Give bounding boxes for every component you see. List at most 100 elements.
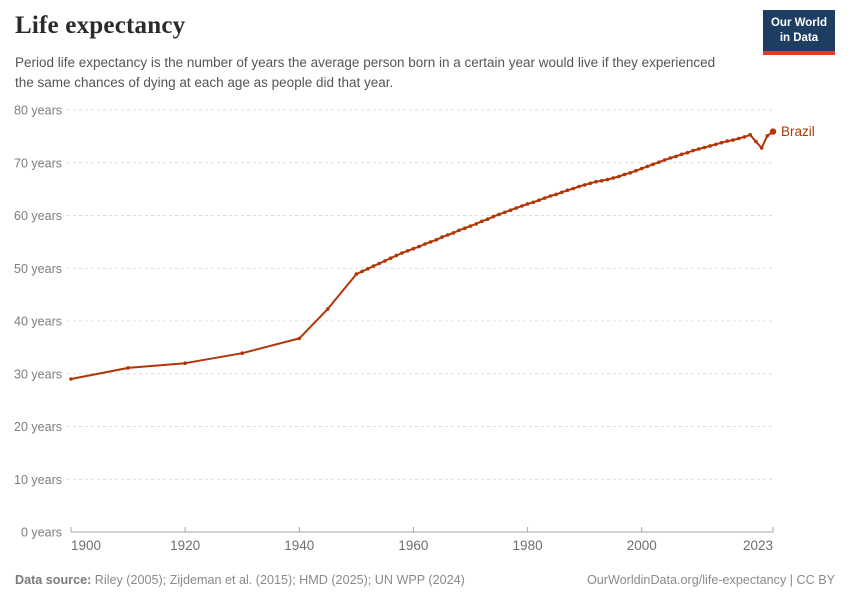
data-point (326, 307, 330, 311)
y-axis-tick-label: 10 years (14, 473, 62, 487)
data-point (565, 188, 570, 192)
data-point (377, 261, 382, 266)
data-source-label: Data source: (15, 573, 92, 587)
data-point (468, 224, 473, 228)
y-axis-tick-label: 40 years (14, 315, 62, 329)
series-line-brazil (70, 130, 774, 380)
x-axis-tick-label: 1980 (513, 538, 543, 553)
data-point (537, 198, 541, 202)
data-point (617, 174, 621, 179)
y-axis-tick-label: 70 years (14, 156, 62, 170)
data-point (394, 253, 399, 258)
data-point (463, 226, 467, 230)
series-label: Brazil (781, 124, 815, 139)
x-axis-tick-label: 2023 (743, 538, 773, 553)
data-point (628, 171, 633, 175)
data-point (697, 147, 701, 151)
data-point (651, 162, 655, 167)
owid-logo-line1: Our World (770, 17, 827, 29)
data-point (674, 154, 678, 159)
data-point (480, 219, 484, 224)
data-point (548, 194, 553, 198)
y-axis-tick-label: 30 years (14, 367, 62, 381)
y-axis-tick-label: 20 years (14, 420, 62, 434)
data-point (725, 139, 730, 143)
data-point (457, 228, 461, 233)
data-point (497, 212, 501, 217)
data-point (708, 144, 712, 148)
data-point (297, 336, 302, 341)
data-point (605, 177, 610, 182)
data-point (754, 139, 758, 144)
data-point (240, 351, 244, 356)
data-point (183, 361, 187, 366)
data-point (411, 246, 416, 251)
data-point (417, 244, 421, 249)
data-point (69, 377, 73, 381)
data-point (742, 135, 747, 139)
x-axis-tick-label: 1940 (284, 538, 314, 553)
y-axis-tick-label: 60 years (14, 209, 62, 223)
data-point (594, 179, 598, 184)
data-point (354, 272, 359, 276)
data-point (685, 150, 690, 155)
data-point (434, 238, 439, 242)
data-point (679, 152, 684, 157)
x-axis-tick-label: 1920 (170, 538, 200, 553)
data-point (600, 178, 604, 183)
data-point (474, 222, 479, 226)
data-point (508, 208, 513, 212)
data-point (383, 259, 387, 263)
y-axis-tick-label: 80 years (14, 104, 62, 118)
data-point (542, 196, 547, 200)
data-point (737, 136, 741, 141)
data-point (514, 206, 518, 210)
data-point (719, 140, 724, 145)
x-axis-tick-label: 1960 (398, 538, 428, 553)
data-source-text: Riley (2005); Zijdeman et al. (2015); HM… (91, 573, 465, 587)
data-point (662, 158, 667, 162)
data-point (639, 166, 644, 171)
data-point (388, 256, 393, 261)
data-point (668, 156, 673, 160)
data-point (525, 202, 530, 206)
data-point (423, 242, 427, 246)
data-point (366, 267, 370, 271)
data-point (371, 264, 376, 268)
data-point (360, 269, 364, 274)
data-point (657, 160, 661, 164)
data-point (759, 146, 764, 150)
data-point (582, 183, 587, 187)
data-point (611, 176, 615, 180)
data-source-note: Data source: Riley (2005); Zijdeman et a… (15, 573, 465, 587)
data-point (634, 168, 638, 173)
data-point (765, 134, 770, 138)
data-point (560, 190, 564, 195)
series-end-point (769, 128, 777, 135)
owid-logo-line2: in Data (779, 31, 819, 44)
data-point (571, 186, 575, 191)
data-point (645, 164, 650, 169)
data-point (400, 251, 404, 255)
y-axis-tick-label: 0 years (21, 526, 62, 540)
data-point (714, 142, 718, 147)
data-point (702, 145, 707, 150)
data-point (491, 214, 496, 219)
owid-link[interactable]: OurWorldinData.org/life-expectancy | CC … (586, 573, 835, 587)
chart-subtitle: Period life expectancy is the number of … (15, 55, 716, 91)
page-title: Life expectancy (15, 12, 186, 39)
data-point (731, 138, 735, 142)
x-axis-tick-label: 2000 (627, 538, 657, 553)
data-point (691, 148, 695, 153)
data-point (440, 235, 444, 239)
data-point (451, 231, 456, 235)
data-point (503, 210, 507, 215)
owid-logo[interactable]: Our World in Data (762, 10, 835, 55)
data-point (405, 249, 410, 253)
data-point (520, 204, 524, 208)
data-point (485, 217, 490, 221)
data-point (622, 172, 627, 177)
y-axis-tick-label: 50 years (14, 262, 62, 276)
